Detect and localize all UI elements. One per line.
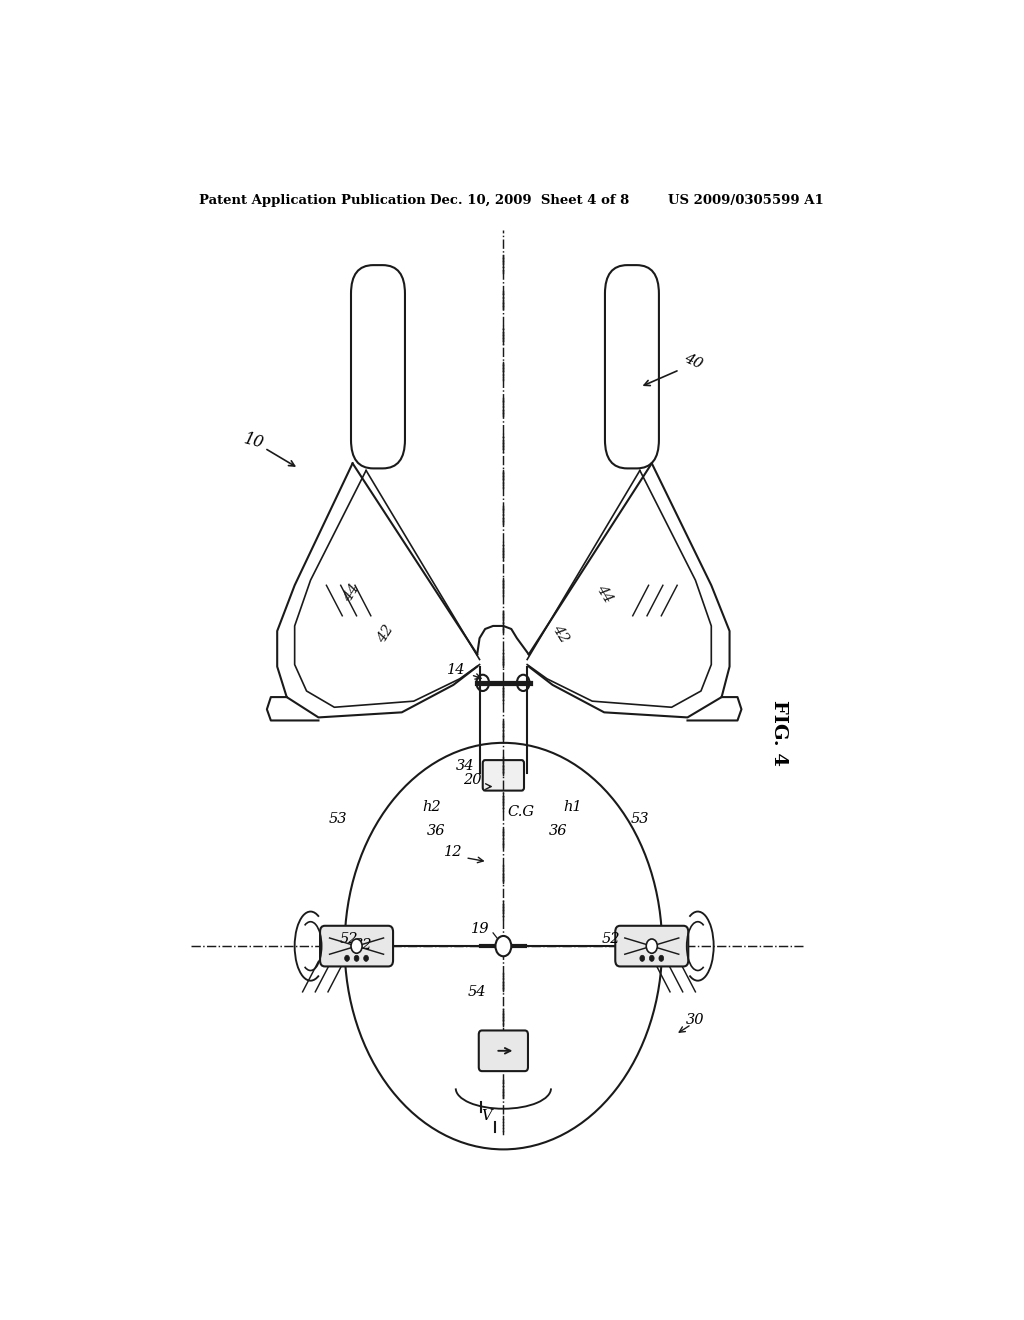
Circle shape: [640, 956, 645, 961]
Text: 10: 10: [242, 430, 265, 451]
Circle shape: [517, 675, 529, 690]
Circle shape: [351, 939, 362, 953]
Text: 30: 30: [686, 1014, 705, 1027]
FancyBboxPatch shape: [482, 760, 524, 791]
Text: 12: 12: [444, 845, 463, 858]
Text: 54: 54: [468, 985, 486, 999]
Text: 52: 52: [601, 932, 620, 946]
Text: 52: 52: [339, 932, 357, 946]
Text: 14: 14: [446, 663, 465, 677]
Text: 34: 34: [456, 759, 474, 774]
Circle shape: [476, 675, 489, 690]
Text: V: V: [481, 1109, 492, 1123]
Circle shape: [646, 939, 657, 953]
Text: h2: h2: [422, 800, 440, 814]
Text: 42: 42: [550, 623, 571, 645]
Text: 44: 44: [341, 582, 362, 605]
Text: 53: 53: [631, 812, 649, 826]
Text: 36: 36: [549, 824, 567, 838]
Text: 36: 36: [427, 824, 445, 838]
Circle shape: [658, 956, 664, 961]
Circle shape: [364, 956, 369, 961]
Circle shape: [345, 743, 663, 1150]
Text: 44: 44: [593, 582, 615, 605]
Text: Dec. 10, 2009  Sheet 4 of 8: Dec. 10, 2009 Sheet 4 of 8: [430, 194, 629, 207]
Circle shape: [649, 956, 654, 961]
Text: C.G: C.G: [507, 805, 535, 818]
Text: h1: h1: [563, 800, 582, 814]
Text: 20: 20: [463, 774, 481, 788]
FancyBboxPatch shape: [321, 925, 393, 966]
Text: US 2009/0305599 A1: US 2009/0305599 A1: [668, 194, 823, 207]
FancyBboxPatch shape: [615, 925, 688, 966]
Circle shape: [345, 956, 349, 961]
Text: FIG. 4: FIG. 4: [770, 700, 787, 766]
Text: 19: 19: [471, 921, 489, 936]
Text: Patent Application Publication: Patent Application Publication: [200, 194, 426, 207]
Text: 53: 53: [329, 812, 347, 826]
Circle shape: [496, 936, 511, 956]
Text: 32: 32: [354, 939, 373, 952]
Text: 42: 42: [375, 623, 396, 645]
FancyBboxPatch shape: [351, 265, 404, 469]
Text: 40: 40: [682, 351, 705, 372]
FancyBboxPatch shape: [605, 265, 658, 469]
FancyBboxPatch shape: [479, 1031, 528, 1071]
Circle shape: [354, 956, 359, 961]
